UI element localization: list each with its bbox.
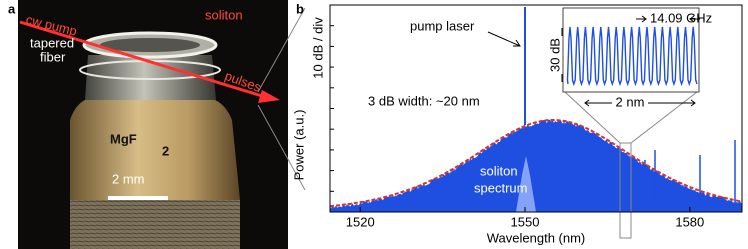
y-axis-label: Power (a.u.) — [291, 110, 306, 181]
annotation: 3 dB width: ~20 nm — [368, 93, 480, 108]
material-subscript: 2 — [162, 143, 169, 158]
inset-label: 14.09 GHz — [650, 10, 712, 25]
zoom-box — [619, 142, 632, 239]
panel-label: b — [296, 1, 304, 16]
panel-label: a — [8, 1, 16, 16]
inset-comb — [566, 26, 698, 87]
arrow — [584, 99, 696, 107]
annotation: soliton — [480, 163, 518, 178]
arrow — [636, 15, 700, 23]
annotation: spectrum — [474, 180, 527, 195]
x-tick-label: 1580 — [675, 214, 704, 229]
y-axis-scale: 10 dB / div — [310, 17, 325, 79]
x-axis-label: Wavelength (nm) — [487, 230, 586, 245]
annotation: pump laser — [410, 18, 475, 33]
scale-bar-label: 2 mm — [112, 171, 145, 186]
arrow — [487, 31, 521, 47]
photo-label: soliton — [205, 7, 243, 22]
guide-line — [630, 91, 698, 144]
guide-line — [564, 91, 621, 144]
material: MgF — [110, 131, 137, 146]
x-tick-label: 1550 — [511, 214, 540, 229]
spectrum — [330, 119, 742, 212]
guide-line — [257, 7, 306, 93]
fit-curve — [329, 119, 742, 208]
x-tick-label: 1520 — [346, 214, 375, 229]
inset-label: 30 dB — [547, 38, 562, 72]
soliton-core — [516, 156, 536, 212]
guide-line — [257, 104, 306, 191]
photo — [18, 0, 288, 249]
photo-label: fiber — [40, 49, 66, 64]
photo-label: tapered — [30, 35, 74, 50]
inset-label: 2 nm — [616, 94, 645, 109]
